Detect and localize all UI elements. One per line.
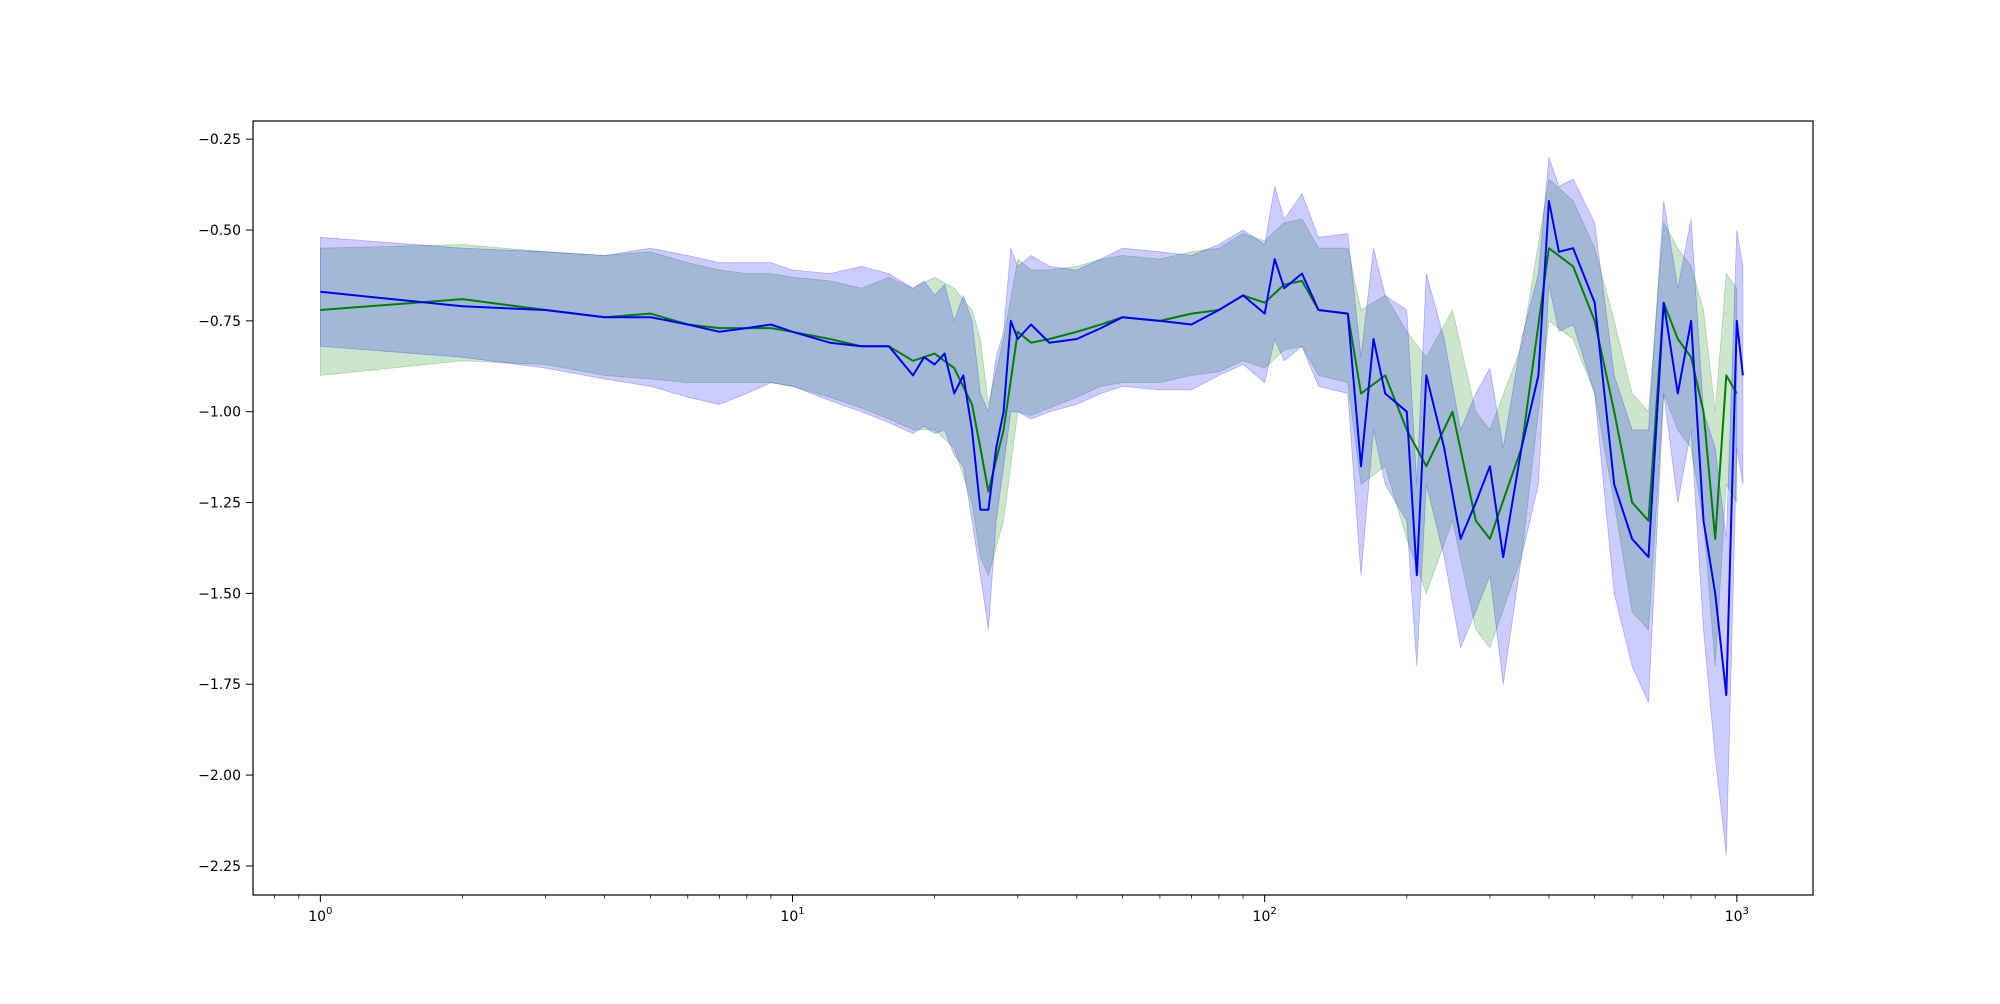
y-tick-label: −0.25 [198,132,241,148]
confidence-bands [319,157,1744,856]
y-tick-label: −1.50 [198,586,241,602]
series-lines [320,199,1744,697]
line-series-2 [320,199,1744,697]
y-tick-label: −2.25 [198,859,241,875]
y-tick-label: −1.75 [198,677,241,693]
y-tick-label: −0.50 [198,223,241,239]
x-tick-label: 102 [1253,906,1277,925]
y-tick-label: −2.00 [198,768,241,784]
band-series-2 [319,157,1744,856]
y-axis: −0.25 −0.50 −0.75 −1.00 −1.25 −1.50 −1.75 −2.00… [198,132,253,875]
x-axis: 100 101 102 103 [274,895,1749,925]
x-tick-label: 100 [308,906,332,925]
x-tick-label: 101 [780,906,804,925]
y-tick-label: −1.25 [198,496,241,512]
y-tick-label: −1.00 [198,405,241,421]
x-tick-label: 103 [1725,906,1749,925]
y-tick-label: −0.75 [198,314,241,330]
axes-frame [252,120,1814,896]
band-series-1 [319,178,1738,667]
